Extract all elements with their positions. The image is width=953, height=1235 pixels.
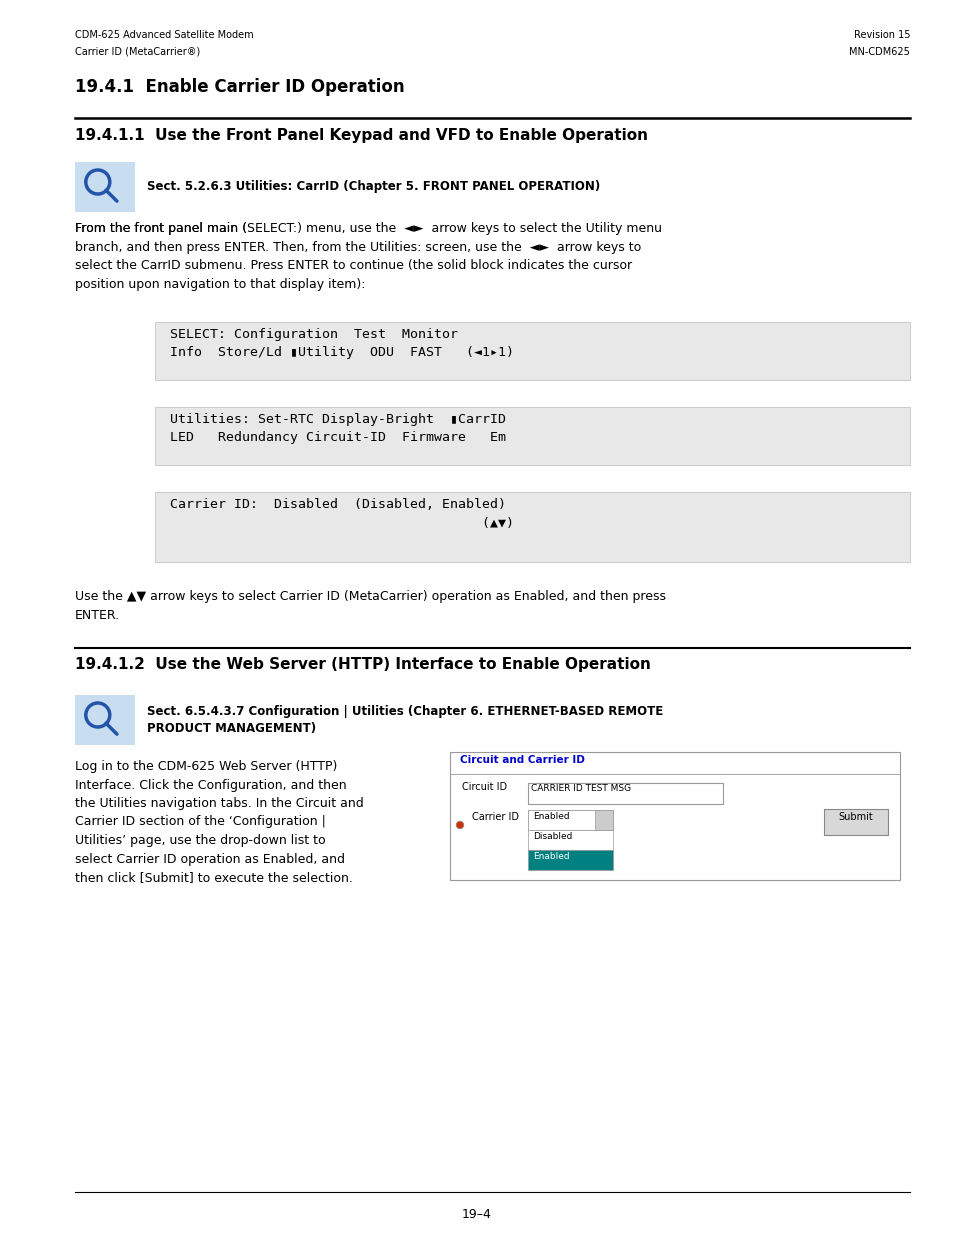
Text: ▼: ▼ [600,811,605,818]
Text: From the front panel main (SELECT:) menu, use the  ◄►  arrow keys to select the : From the front panel main (SELECT:) menu… [75,222,661,290]
FancyBboxPatch shape [595,810,613,830]
FancyBboxPatch shape [527,783,722,804]
Text: From the front panel main (: From the front panel main ( [75,222,247,235]
Text: MN-CDM625: MN-CDM625 [848,47,909,57]
Text: Utilities: Set-RTC Display-Bright  ▮CarrID
LED   Redundancy Circuit-ID  Firmware: Utilities: Set-RTC Display-Bright ▮CarrI… [170,412,505,445]
Text: 19.4.1.1  Use the Front Panel Keypad and VFD to Enable Operation: 19.4.1.1 Use the Front Panel Keypad and … [75,128,647,143]
FancyBboxPatch shape [75,162,135,212]
Text: 19.4.1  Enable Carrier ID Operation: 19.4.1 Enable Carrier ID Operation [75,78,404,96]
FancyBboxPatch shape [154,322,909,380]
Text: Sect. 5.2.6.3 Utilities: CarrID (Chapter 5. FRONT PANEL OPERATION): Sect. 5.2.6.3 Utilities: CarrID (Chapter… [147,180,599,193]
Text: Sect. 6.5.4.3.7 Configuration | Utilities (Chapter 6. ETHERNET-BASED REMOTE: Sect. 6.5.4.3.7 Configuration | Utilitie… [147,705,662,718]
Text: CARRIER ID TEST MSG: CARRIER ID TEST MSG [531,784,631,793]
FancyBboxPatch shape [527,830,613,850]
Text: Log in to the CDM-625 Web Server (HTTP)
Interface. Click the Configuration, and : Log in to the CDM-625 Web Server (HTTP) … [75,760,363,884]
FancyBboxPatch shape [75,695,135,745]
FancyBboxPatch shape [154,492,909,562]
Text: Circuit and Carrier ID: Circuit and Carrier ID [459,755,584,764]
Text: Enabled: Enabled [533,852,569,861]
Text: Circuit ID: Circuit ID [461,782,507,792]
Text: 19.4.1.2  Use the Web Server (HTTP) Interface to Enable Operation: 19.4.1.2 Use the Web Server (HTTP) Inter… [75,657,650,672]
FancyBboxPatch shape [154,408,909,466]
FancyBboxPatch shape [527,850,613,869]
Circle shape [456,821,463,829]
FancyBboxPatch shape [450,752,899,881]
FancyBboxPatch shape [823,809,887,835]
Text: Carrier ID (MetaCarrier®): Carrier ID (MetaCarrier®) [75,47,200,57]
Text: Carrier ID:  Disabled  (Disabled, Enabled)
                                     : Carrier ID: Disabled (Disabled, Enabled) [170,498,514,531]
Text: Use the ▲▼ arrow keys to select Carrier ID (MetaCarrier) operation as Enabled, a: Use the ▲▼ arrow keys to select Carrier … [75,590,665,621]
Text: Submit: Submit [838,811,872,823]
Text: 19–4: 19–4 [461,1208,492,1221]
Text: Revision 15: Revision 15 [853,30,909,40]
Text: Disabled: Disabled [533,832,572,841]
Text: Carrier ID: Carrier ID [472,811,518,823]
Text: CDM-625 Advanced Satellite Modem: CDM-625 Advanced Satellite Modem [75,30,253,40]
Text: PRODUCT MANAGEMENT): PRODUCT MANAGEMENT) [147,722,315,735]
Text: SELECT: Configuration  Test  Monitor
Info  Store/Ld ▮Utility  ODU  FAST   (◄1▸1): SELECT: Configuration Test Monitor Info … [170,329,514,359]
FancyBboxPatch shape [527,810,613,830]
Text: Enabled: Enabled [533,811,569,821]
